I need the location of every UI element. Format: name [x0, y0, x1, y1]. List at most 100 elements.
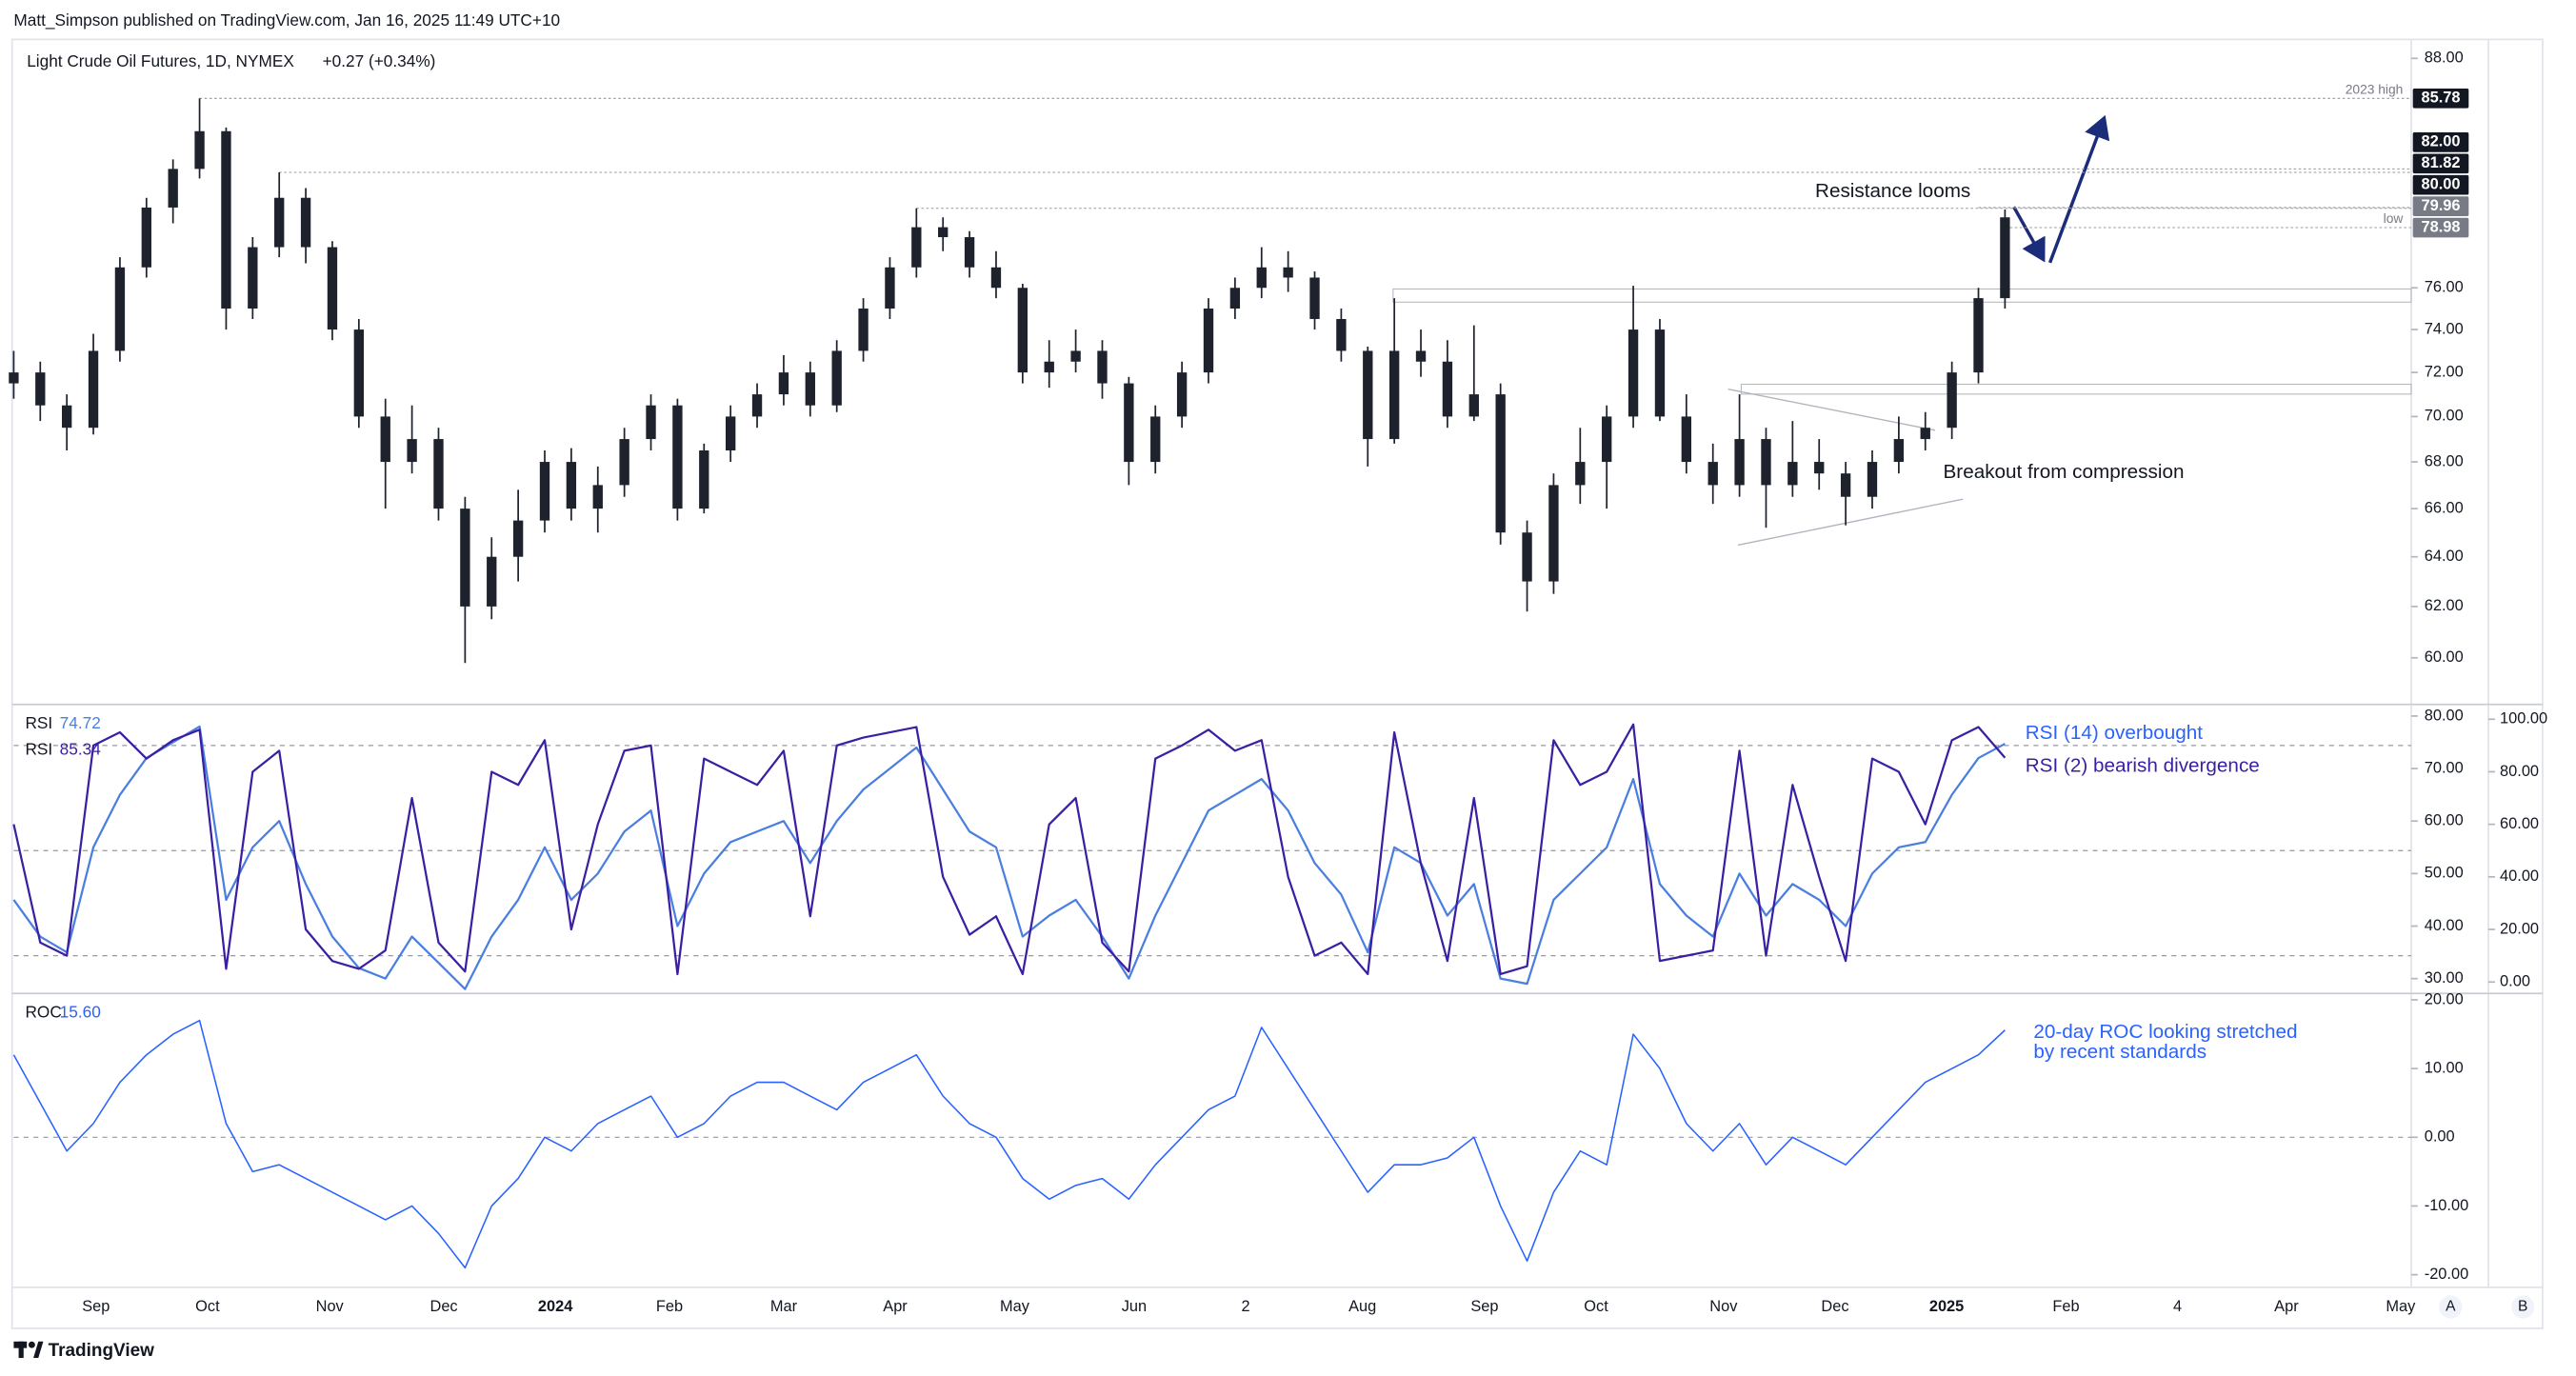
candle-body	[460, 509, 470, 607]
instrument-title: Light Crude Oil Futures, 1D, NYMEX	[27, 51, 294, 70]
candle-body	[885, 267, 895, 309]
candle-body	[592, 485, 603, 509]
candle-body	[1124, 383, 1134, 463]
legend-name: ROC	[25, 1002, 61, 1021]
price-tag	[2412, 174, 2469, 195]
x-tick-label: Sep	[1470, 1298, 1498, 1315]
candle-body	[487, 556, 497, 607]
candle-body	[1468, 394, 1479, 417]
series-line	[12, 1019, 2006, 1269]
y-tick-label: 30.00	[2425, 969, 2464, 987]
price-tag	[2412, 153, 2469, 174]
price-tag	[2412, 217, 2469, 238]
y2-tick-label: 60.00	[2500, 815, 2539, 832]
x-tick-label: Oct	[1584, 1298, 1608, 1315]
y-tick-label: 10.00	[2425, 1059, 2464, 1076]
price-tag-label: 79.96	[2421, 197, 2460, 214]
legend-name: RSI	[25, 740, 52, 759]
candle-body	[990, 267, 1002, 289]
button-label[interactable]: A	[2446, 1299, 2456, 1315]
candle-body	[407, 439, 417, 463]
y-tick-label: 74.00	[2425, 320, 2464, 337]
legend-name: RSI	[25, 713, 52, 732]
candle-body	[1734, 439, 1745, 486]
x-tick-label: Nov	[316, 1298, 345, 1315]
candle-body	[1761, 439, 1771, 486]
price-tag	[2412, 132, 2469, 152]
candle-body	[858, 309, 869, 351]
y-tick-label: 62.00	[2425, 597, 2464, 614]
y-tick-label: 60.00	[2425, 648, 2464, 666]
y-tick-label: -10.00	[2425, 1197, 2468, 1214]
candle-body	[1442, 361, 1453, 417]
candle-body	[35, 372, 46, 406]
candle-body	[194, 130, 205, 170]
candle-body	[1388, 350, 1400, 440]
level-note: 2023 high	[2346, 82, 2404, 96]
x-tick-label: Apr	[2274, 1298, 2299, 1315]
arrow	[2047, 114, 2110, 264]
x-tick-label: Apr	[883, 1298, 908, 1315]
y-tick-label: 66.00	[2425, 499, 2464, 516]
candle-body	[1787, 462, 1798, 486]
candle-body	[1920, 428, 1930, 440]
candle-body	[1814, 462, 1825, 474]
candle-body	[1681, 416, 1692, 463]
price-tag	[2412, 196, 2469, 216]
candle-body	[1495, 394, 1506, 533]
candle-body	[938, 227, 949, 238]
candle-body	[778, 372, 789, 395]
y-tick-label: -20.00	[2425, 1266, 2468, 1283]
candle-body	[9, 372, 19, 384]
candle-body	[539, 462, 550, 521]
y-tick-label: 76.00	[2425, 279, 2464, 296]
candle-body	[168, 169, 178, 208]
x-tick-label: Dec	[1821, 1298, 1848, 1315]
x-tick-label: Nov	[1709, 1298, 1738, 1315]
y-tick-label: 70.00	[2425, 759, 2464, 776]
button-label[interactable]: B	[2518, 1299, 2527, 1315]
candle-body	[751, 394, 763, 417]
y-tick-label: 64.00	[2425, 548, 2464, 565]
x-tick-label: Dec	[429, 1298, 457, 1315]
x-tick-label: Aug	[1348, 1298, 1376, 1315]
candle-body	[221, 130, 231, 309]
candle-body	[512, 520, 524, 557]
candle-body	[1256, 267, 1267, 289]
x-tick-label: Jun	[1122, 1298, 1147, 1315]
y-tick-label: 50.00	[2425, 865, 2464, 882]
y2-tick-label: 40.00	[2500, 867, 2539, 885]
candle-body	[353, 329, 365, 417]
annotation: Resistance looms	[1815, 180, 1970, 202]
compression-line	[1727, 388, 1936, 431]
x-tick-label: May	[1000, 1298, 1030, 1315]
y-tick-label: 70.00	[2425, 408, 2464, 425]
candle-body	[1044, 361, 1054, 373]
candle-body	[831, 350, 842, 406]
y-tick-label: 40.00	[2425, 917, 2464, 934]
candle-body	[1415, 350, 1427, 362]
y2-tick-label: 0.00	[2500, 973, 2530, 990]
logo	[13, 1341, 44, 1359]
candle-body	[1309, 277, 1320, 320]
candle-body	[805, 372, 815, 406]
x-tick-label: Sep	[82, 1298, 110, 1315]
price-change: +0.27 (+0.34%)	[323, 51, 436, 70]
candle-body	[1627, 329, 1639, 417]
publisher: Matt_Simpson published on TradingView.co…	[13, 10, 560, 30]
candle-body	[2000, 217, 2010, 299]
legend-value: 85.34	[60, 740, 102, 759]
candle-body	[1229, 288, 1241, 309]
button[interactable]	[2439, 1295, 2463, 1319]
candle-body	[1707, 462, 1718, 486]
y2-tick-label: 80.00	[2500, 763, 2539, 780]
y-tick-label: 80.00	[2425, 707, 2464, 724]
zone	[1392, 288, 2412, 303]
button[interactable]	[2511, 1295, 2535, 1319]
candle-body	[1575, 462, 1586, 486]
y-tick-label: 20.00	[2425, 990, 2464, 1007]
candle-body	[1973, 298, 1984, 373]
candle-body	[646, 405, 656, 440]
